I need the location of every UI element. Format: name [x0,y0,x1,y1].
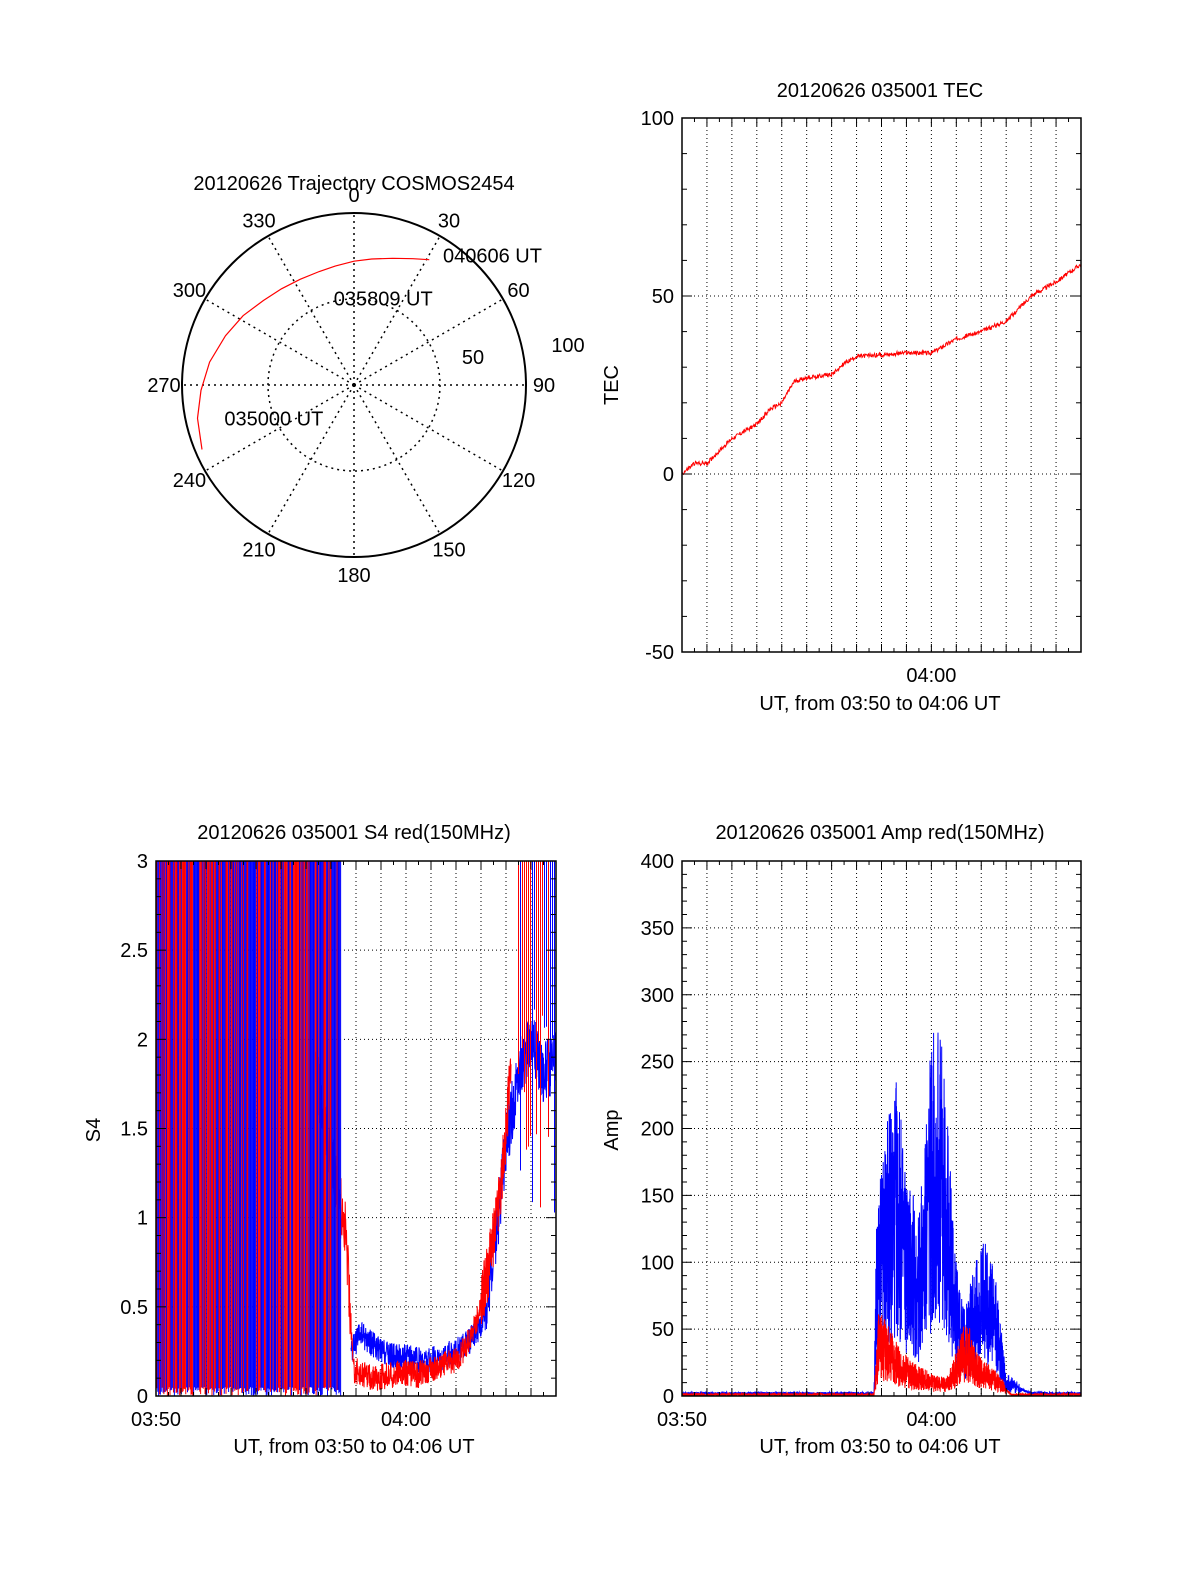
y-tick-label: 200 [641,1119,674,1141]
y-tick-label: 400 [641,851,674,873]
x-tick-label: 03:50 [657,1409,707,1431]
y-tick-label: 50 [652,1319,674,1341]
blue-series-line [682,1032,1081,1396]
tec-title: 20120626 035001 TEC [777,80,983,102]
polar-azimuth-label: 30 [438,210,460,232]
x-tick-label: 04:00 [381,1409,431,1431]
polar-spoke [267,235,355,386]
trajectory-time-annotation: 040606 UT [443,246,542,268]
s4-title: 20120626 035001 S4 red(150MHz) [197,822,511,844]
s4-ylabel: S4 [83,1118,105,1142]
polar-azimuth-label: 270 [147,375,180,397]
tec-ylabel: TEC [601,365,623,405]
series-group [682,263,1081,476]
s4-xlabel: UT, from 03:50 to 04:06 UT [233,1436,474,1458]
polar-spoke [204,298,355,386]
polar-spoke [204,384,355,472]
y-tick-label: 250 [641,1052,674,1074]
y-tick-label: 50 [652,286,674,308]
red-series-line [315,1051,512,1391]
polar-azimuth-label: 60 [507,280,529,302]
polar-azimuth-label: 0 [348,185,359,207]
y-tick-label: 0 [663,464,674,486]
blue-series-line [350,1019,556,1374]
y-tick-label: 2 [137,1029,148,1051]
x-tick-label: 03:50 [131,1409,181,1431]
red-series-line [682,263,1081,476]
y-tick-label: 0.5 [120,1297,148,1319]
y-tick-label: 2.5 [120,940,148,962]
trajectory-time-annotation: 035000 UT [224,408,323,430]
polar-spoke [353,235,441,386]
y-tick-label: 3 [137,851,148,873]
tec-xlabel: UT, from 03:50 to 04:06 UT [759,693,1000,715]
amp-xlabel: UT, from 03:50 to 04:06 UT [759,1436,1000,1458]
polar-spoke [353,384,441,535]
polar-labels: 0 30 60 90 120 150 180 210 240 270 300 330 50 100 0406… [147,185,584,587]
x-tick-label: 04:00 [906,1409,956,1431]
x-tick-label: 04:00 [906,665,956,687]
polar-azimuth-label: 120 [502,470,535,492]
amp-ylabel: Amp [601,1109,623,1150]
polar-spoke [353,298,504,386]
polar-azimuth-label: 90 [533,375,555,397]
trajectory-polar-plot: 20120626 Trajectory COSMOS2454 0 30 60 90 12… [147,173,584,587]
y-tick-label: 350 [641,918,674,940]
polar-grid [181,212,527,558]
amp-title: 20120626 035001 Amp red(150MHz) [715,822,1044,844]
polar-azimuth-label: 300 [173,280,206,302]
polar-azimuth-label: 330 [242,210,275,232]
amp-plot: 20120626 035001 Amp red(150MHz) UT, from… [601,822,1082,1458]
trajectory-time-annotation: 035809 UT [334,289,433,311]
polar-azimuth-label: 150 [432,540,465,562]
polar-azimuth-label: 210 [242,540,275,562]
series-group [682,1032,1081,1396]
polar-azimuth-label: 240 [173,470,206,492]
y-tick-label: 100 [641,1252,674,1274]
y-tick-label: -50 [645,642,674,664]
y-tick-label: 0 [663,1386,674,1408]
y-tick-label: 100 [641,108,674,130]
polar-series [196,257,430,450]
s4-plot: 20120626 035001 S4 red(150MHz) UT, from … [83,822,557,1458]
polar-outer-circle [181,212,527,558]
y-tick-label: 300 [641,985,674,1007]
y-tick-label: 150 [641,1185,674,1207]
trajectory-title: 20120626 Trajectory COSMOS2454 [193,173,514,195]
y-tick-label: 1.5 [120,1119,148,1141]
red-series-line [682,1314,1081,1396]
y-tick-label: 1 [137,1208,148,1230]
tec-plot: 20120626 035001 TEC UT, from 03:50 to 04… [601,80,1082,715]
polar-spoke [353,384,504,472]
polar-azimuth-label: 180 [337,565,370,587]
polar-radial-label: 100 [551,335,584,357]
polar-spoke [267,384,355,535]
y-tick-label: 0 [137,1386,148,1408]
polar-radial-label: 50 [462,347,484,369]
series-group [156,861,556,1396]
trajectory-line [196,257,430,450]
